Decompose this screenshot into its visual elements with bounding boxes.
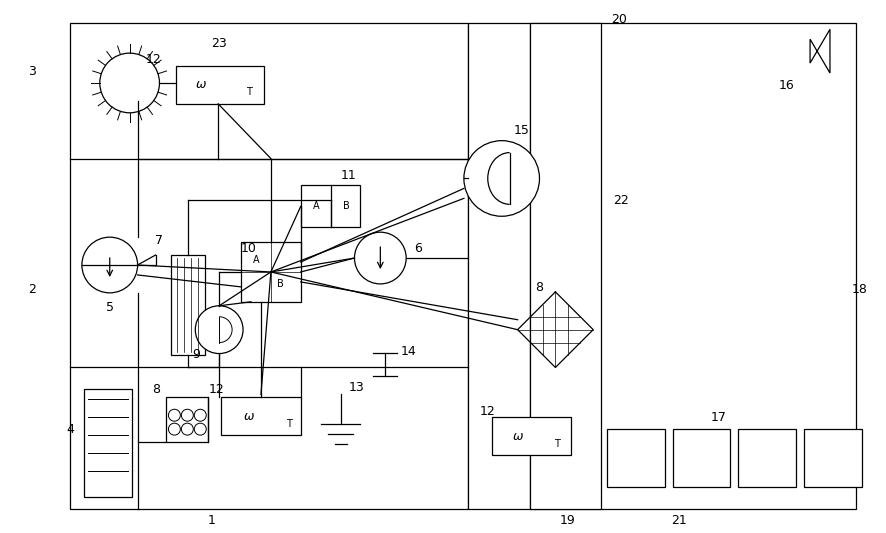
Bar [176, 66, 264, 104]
Circle shape [354, 232, 406, 284]
Text: $\omega$: $\omega$ [511, 430, 524, 442]
Text: 7: 7 [155, 233, 164, 247]
Text: 21: 21 [671, 514, 687, 527]
Text: $\omega$: $\omega$ [243, 410, 255, 423]
Bar [492, 417, 571, 455]
Text: 20: 20 [611, 13, 627, 26]
Text: 10: 10 [241, 241, 257, 255]
Polygon shape [810, 29, 830, 73]
Text: 6: 6 [414, 241, 422, 255]
Text: 15: 15 [514, 124, 530, 137]
Text: 1: 1 [207, 514, 215, 527]
Text: 19: 19 [559, 514, 575, 527]
Text: T: T [555, 439, 560, 449]
Circle shape [168, 423, 181, 435]
Text: 12: 12 [145, 53, 161, 66]
Text: $\omega$: $\omega$ [195, 78, 207, 92]
Bar [300, 185, 361, 227]
Text: 8: 8 [152, 383, 160, 396]
Bar [530, 23, 856, 508]
Text: T: T [246, 87, 252, 97]
Bar [804, 429, 862, 487]
Bar [222, 397, 300, 435]
Bar [84, 389, 132, 497]
Circle shape [168, 409, 181, 421]
Text: 5: 5 [105, 301, 113, 314]
Text: 14: 14 [400, 345, 416, 358]
Circle shape [195, 306, 243, 353]
Circle shape [194, 423, 206, 435]
Text: 22: 22 [613, 194, 629, 207]
Text: 23: 23 [211, 37, 227, 50]
Text: 17: 17 [711, 411, 727, 424]
Text: B: B [277, 279, 284, 289]
Text: 9: 9 [192, 348, 200, 361]
Text: 18: 18 [851, 284, 867, 296]
Text: 16: 16 [778, 79, 794, 92]
Text: A: A [314, 201, 320, 211]
Bar [672, 429, 730, 487]
Circle shape [182, 423, 193, 435]
Bar [171, 255, 206, 354]
Text: 3: 3 [28, 64, 36, 77]
Text: T: T [286, 419, 291, 429]
Text: 11: 11 [340, 169, 356, 182]
Text: A: A [253, 255, 260, 265]
Circle shape [464, 141, 540, 216]
Bar [167, 397, 208, 442]
Circle shape [100, 53, 159, 113]
Text: 4: 4 [66, 423, 74, 435]
Text: 2: 2 [28, 284, 36, 296]
Text: 12: 12 [480, 405, 495, 418]
Circle shape [194, 409, 206, 421]
Text: 13: 13 [348, 381, 364, 394]
Text: B: B [343, 201, 350, 211]
Text: 12: 12 [208, 383, 224, 396]
Bar [241, 242, 300, 302]
Circle shape [82, 237, 137, 293]
Text: 8: 8 [535, 281, 543, 294]
Bar [607, 429, 664, 487]
Bar [70, 23, 468, 508]
Bar [468, 23, 530, 508]
Bar [738, 429, 797, 487]
Circle shape [182, 409, 193, 421]
Bar [530, 23, 602, 508]
